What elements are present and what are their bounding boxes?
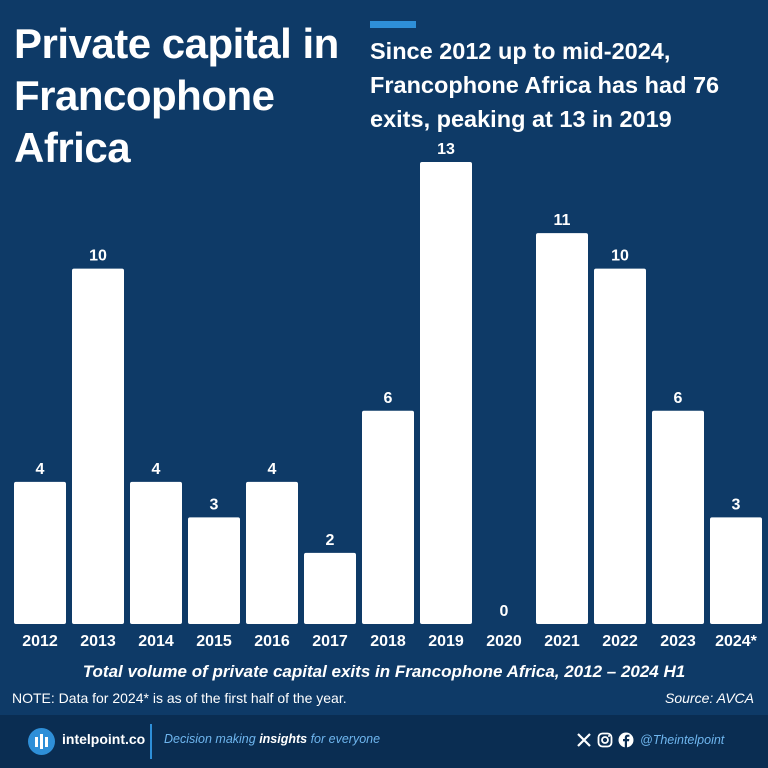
brand-name: intelpoint.co: [62, 731, 146, 747]
chart-caption: Total volume of private capital exits in…: [82, 662, 686, 681]
bar-2016: [246, 481, 298, 624]
bar-2018: [362, 410, 414, 624]
bar-2013: [72, 268, 124, 624]
footer-divider: [150, 724, 152, 759]
x-tick-2020: 2020: [486, 633, 522, 650]
intelpoint-logo-icon: [28, 728, 55, 755]
value-label-2019: 13: [437, 141, 455, 158]
bar-2019: [420, 162, 472, 624]
instagram-icon[interactable]: [597, 732, 613, 748]
bar-2012: [14, 481, 66, 624]
x-icon[interactable]: [576, 732, 592, 748]
value-label-2024*: 3: [732, 496, 741, 513]
value-label-2023: 6: [674, 390, 683, 407]
page-title: Private capital in Francophone Africa: [14, 20, 339, 171]
x-tick-2014: 2014: [138, 633, 174, 650]
x-tick-2017: 2017: [312, 633, 348, 650]
bar-2015: [188, 517, 240, 624]
bar-2024*: [710, 517, 762, 624]
x-tick-2024*: 2024*: [715, 633, 758, 650]
value-label-2021: 11: [554, 212, 571, 229]
x-tick-2015: 2015: [196, 633, 232, 650]
tagline-start: Decision making: [164, 732, 260, 746]
value-label-2013: 10: [89, 248, 107, 265]
footer-bar: intelpoint.co Decision making insights f…: [0, 715, 768, 768]
tagline: Decision making insights for everyone: [164, 732, 380, 746]
x-tick-2013: 2013: [80, 633, 116, 650]
bar-2022: [594, 268, 646, 624]
value-label-2015: 3: [210, 496, 219, 513]
facebook-icon[interactable]: [618, 732, 634, 748]
bar-2017: [304, 552, 356, 624]
bar-chart: 4 2012 10 2013 4 2014 3 2015 4 2016 2 2017 6 2018 13 20…: [14, 141, 762, 650]
social-handle[interactable]: @Theintelpoint: [640, 733, 725, 747]
x-tick-2012: 2012: [22, 633, 58, 650]
value-label-2014: 4: [152, 461, 161, 478]
x-tick-2018: 2018: [370, 633, 406, 650]
x-tick-2023: 2023: [660, 633, 696, 650]
footnote: NOTE: Data for 2024* is as of the first …: [12, 690, 347, 706]
x-tick-2016: 2016: [254, 633, 290, 650]
accent-bar: [370, 21, 416, 28]
headline: Since 2012 up to mid-2024, Francophone A…: [370, 38, 720, 132]
value-label-2017: 2: [326, 532, 335, 549]
bar-2023: [652, 410, 704, 624]
x-tick-2019: 2019: [428, 633, 464, 650]
bar-2021: [536, 233, 588, 625]
x-tick-2022: 2022: [602, 633, 638, 650]
value-label-2016: 4: [268, 461, 277, 478]
value-label-2020: 0: [500, 603, 509, 620]
tagline-emphasis: insights: [259, 732, 308, 746]
bar-2014: [130, 481, 182, 624]
value-label-2022: 10: [611, 248, 629, 265]
value-label-2018: 6: [384, 390, 393, 407]
source-label: Source: AVCA: [665, 690, 754, 706]
x-tick-2021: 2021: [544, 633, 580, 650]
value-label-2012: 4: [36, 461, 45, 478]
tagline-end: for everyone: [307, 732, 381, 746]
